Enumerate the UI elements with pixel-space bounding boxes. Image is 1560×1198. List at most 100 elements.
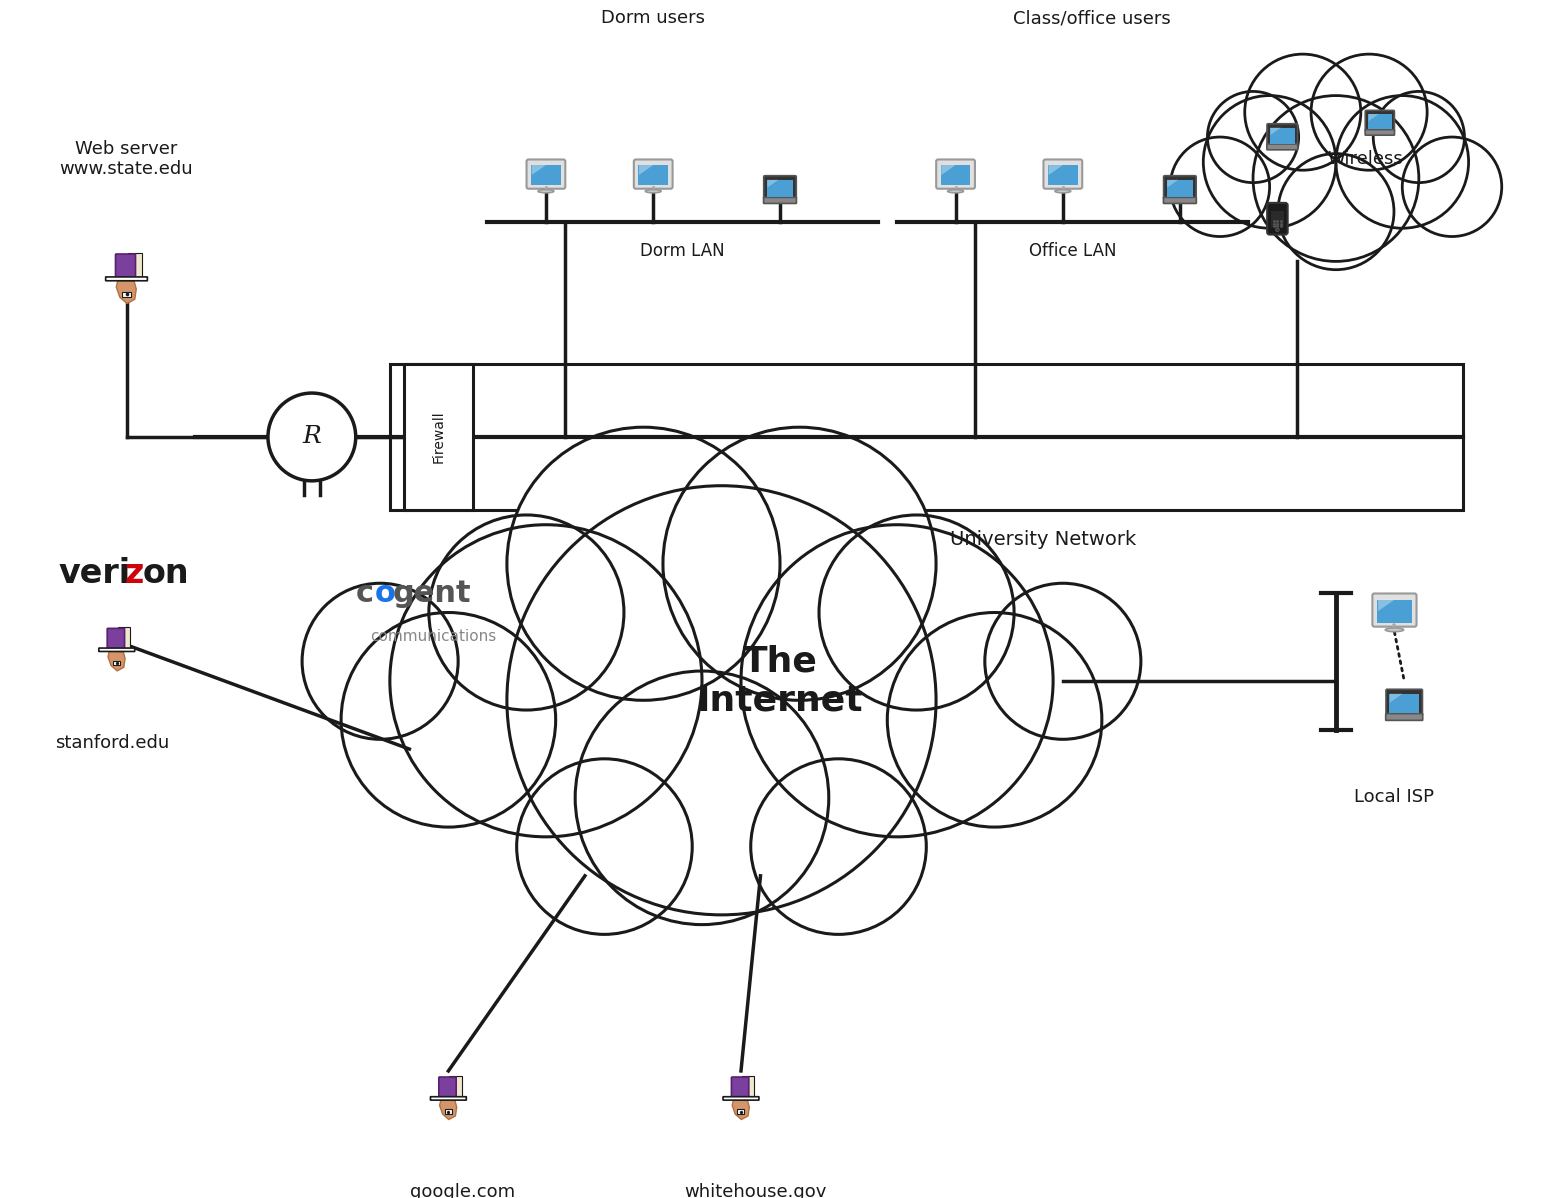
FancyBboxPatch shape (766, 180, 794, 198)
FancyBboxPatch shape (117, 628, 129, 648)
Text: o: o (374, 579, 395, 607)
FancyBboxPatch shape (763, 198, 797, 204)
FancyBboxPatch shape (1373, 593, 1416, 627)
FancyBboxPatch shape (638, 165, 668, 184)
FancyBboxPatch shape (108, 629, 125, 649)
Polygon shape (732, 1100, 749, 1119)
FancyBboxPatch shape (438, 1077, 456, 1097)
FancyBboxPatch shape (1365, 129, 1395, 135)
Circle shape (1373, 91, 1465, 182)
FancyBboxPatch shape (527, 159, 565, 189)
FancyBboxPatch shape (114, 661, 120, 665)
Text: stanford.edu: stanford.edu (55, 734, 168, 752)
Circle shape (576, 671, 828, 925)
FancyBboxPatch shape (1164, 176, 1197, 199)
Circle shape (984, 583, 1140, 739)
FancyBboxPatch shape (1390, 694, 1420, 713)
Polygon shape (1270, 128, 1281, 135)
Circle shape (268, 393, 356, 480)
Polygon shape (1368, 114, 1379, 121)
Circle shape (507, 428, 780, 701)
Text: Local ISP: Local ISP (1354, 788, 1435, 806)
Text: google.com: google.com (410, 1184, 515, 1198)
Polygon shape (1377, 600, 1395, 611)
Circle shape (1276, 228, 1279, 231)
Circle shape (1278, 153, 1395, 270)
FancyBboxPatch shape (941, 165, 970, 184)
Text: communications: communications (370, 629, 496, 645)
Ellipse shape (646, 189, 661, 193)
FancyBboxPatch shape (1365, 110, 1395, 132)
FancyBboxPatch shape (1385, 689, 1423, 715)
Polygon shape (440, 1100, 457, 1119)
Circle shape (663, 428, 936, 701)
Text: whitehouse.gov: whitehouse.gov (685, 1184, 827, 1198)
Text: veri: veri (58, 557, 131, 589)
Text: z: z (125, 557, 144, 589)
Circle shape (1253, 96, 1420, 261)
Ellipse shape (1055, 189, 1070, 193)
FancyBboxPatch shape (743, 1076, 753, 1097)
Text: Web server
www.state.edu: Web server www.state.edu (59, 140, 193, 179)
Text: Dorm users: Dorm users (601, 10, 705, 28)
Polygon shape (108, 651, 125, 671)
Circle shape (429, 515, 624, 710)
FancyBboxPatch shape (404, 364, 473, 510)
Text: University Network: University Network (950, 530, 1137, 549)
Text: Office LAN: Office LAN (1030, 242, 1117, 260)
Polygon shape (117, 280, 136, 303)
Circle shape (1170, 137, 1270, 236)
FancyBboxPatch shape (936, 159, 975, 189)
FancyBboxPatch shape (1368, 114, 1392, 129)
FancyBboxPatch shape (1048, 165, 1078, 184)
Text: Dorm LAN: Dorm LAN (640, 242, 725, 260)
FancyBboxPatch shape (1267, 202, 1287, 235)
Circle shape (1335, 96, 1468, 229)
Polygon shape (532, 165, 546, 175)
FancyBboxPatch shape (1271, 211, 1284, 228)
Text: Firewall: Firewall (432, 411, 446, 464)
FancyBboxPatch shape (1267, 144, 1298, 150)
Text: c: c (356, 579, 374, 607)
FancyBboxPatch shape (633, 159, 672, 189)
FancyBboxPatch shape (1377, 600, 1412, 623)
Text: The
Internet: The Internet (697, 645, 863, 718)
Text: Wireless: Wireless (1328, 150, 1402, 168)
Circle shape (888, 612, 1101, 827)
FancyBboxPatch shape (122, 291, 131, 297)
FancyBboxPatch shape (106, 277, 147, 280)
Circle shape (750, 758, 927, 934)
Circle shape (1203, 96, 1335, 229)
Text: Class/office users: Class/office users (1014, 10, 1172, 28)
Text: R: R (303, 425, 321, 448)
FancyBboxPatch shape (449, 1076, 462, 1097)
Polygon shape (640, 165, 654, 175)
Ellipse shape (1385, 628, 1404, 631)
FancyBboxPatch shape (1385, 714, 1423, 720)
Circle shape (303, 583, 459, 739)
Circle shape (1310, 54, 1427, 170)
FancyBboxPatch shape (738, 1109, 744, 1114)
FancyBboxPatch shape (732, 1077, 749, 1097)
FancyBboxPatch shape (445, 1109, 452, 1114)
Text: on: on (142, 557, 189, 589)
Polygon shape (1167, 180, 1178, 188)
Ellipse shape (947, 189, 964, 193)
Circle shape (1402, 137, 1502, 236)
Circle shape (819, 515, 1014, 710)
FancyBboxPatch shape (128, 253, 142, 277)
Text: gent: gent (393, 579, 471, 607)
Circle shape (1207, 91, 1298, 182)
Polygon shape (1390, 694, 1402, 702)
Circle shape (1245, 54, 1360, 170)
FancyBboxPatch shape (530, 165, 560, 184)
FancyBboxPatch shape (1270, 128, 1295, 144)
FancyBboxPatch shape (431, 1096, 466, 1100)
Polygon shape (941, 165, 956, 175)
FancyBboxPatch shape (98, 648, 134, 652)
FancyBboxPatch shape (115, 254, 136, 278)
FancyBboxPatch shape (1267, 123, 1298, 146)
Circle shape (516, 758, 693, 934)
FancyBboxPatch shape (1164, 198, 1197, 204)
Circle shape (390, 525, 702, 837)
